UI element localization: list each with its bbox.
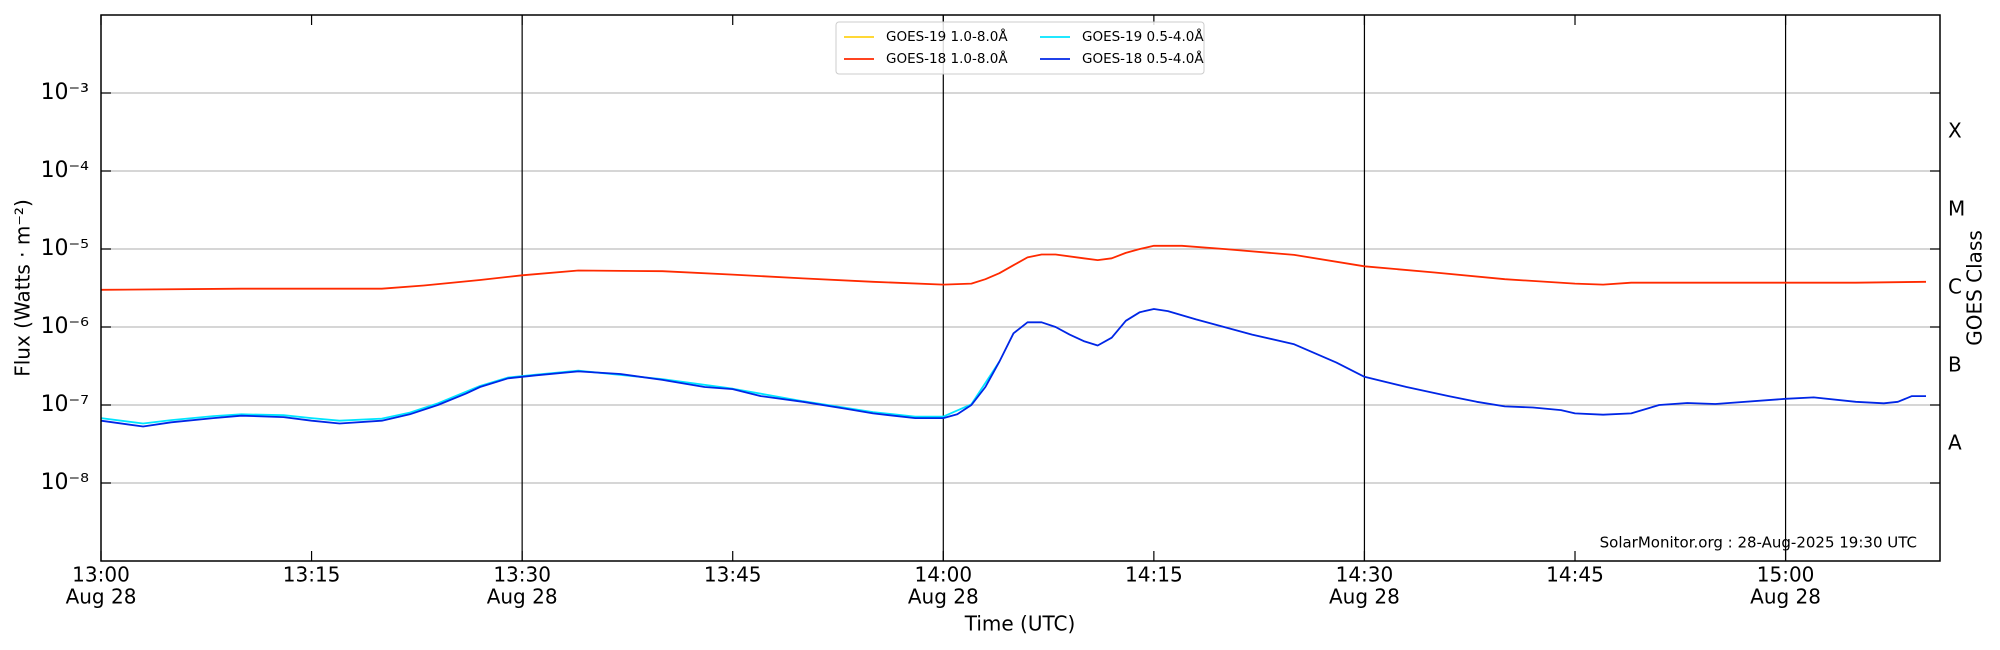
x-tick-sublabel: Aug 28 <box>1750 585 1821 609</box>
x-tick-label: 15:00 <box>1757 563 1815 587</box>
legend-box <box>835 21 1205 75</box>
class-label: B <box>1948 353 1962 377</box>
x-axis-label: Time (UTC) <box>964 612 1076 636</box>
x-tick-label: 13:00 <box>72 563 130 587</box>
y-axis-label: Flux (Watts · m⁻²) <box>11 199 35 377</box>
series-line <box>100 244 1927 291</box>
class-label: M <box>1948 197 1965 221</box>
plot-frame <box>100 14 1941 562</box>
series-line <box>100 361 1001 425</box>
y-tick-label: 10⁻³ <box>41 80 89 105</box>
y-tick-label: 10⁻⁷ <box>41 392 89 417</box>
x-tick-sublabel: Aug 28 <box>66 585 137 609</box>
x-tick-label: 14:45 <box>1546 563 1604 587</box>
y-tick-label: 10⁻⁴ <box>41 158 90 183</box>
x-tick-sublabel: Aug 28 <box>908 585 979 609</box>
y-tick-label: 10⁻⁸ <box>41 470 90 495</box>
x-tick-label: 14:00 <box>914 563 972 587</box>
x-tick-label: 13:45 <box>704 563 762 587</box>
legend: GOES-19 1.0-8.0Å GOES-18 1.0-8.0Å GOES-19 … <box>835 21 1205 75</box>
legend-label: GOES-18 1.0-8.0Å <box>886 50 1008 67</box>
x-tick-label: 14:30 <box>1336 563 1394 587</box>
class-label: X <box>1948 119 1962 143</box>
series-line <box>100 308 1926 428</box>
legend-label: GOES-19 0.5-4.0Å <box>1082 28 1204 45</box>
y-tick-label: 10⁻⁶ <box>41 314 90 339</box>
x-tick-sublabel: Aug 28 <box>1329 585 1400 609</box>
class-label: C <box>1948 275 1962 299</box>
x-tick-sublabel: Aug 28 <box>487 585 558 609</box>
legend-label: GOES-18 0.5-4.0Å <box>1082 50 1204 67</box>
y-tick-label: 10⁻⁵ <box>41 236 89 261</box>
x-tick-label: 13:15 <box>283 563 341 587</box>
watermark: SolarMonitor.org : 28-Aug-2025 19:30 UTC <box>1600 534 1917 552</box>
x-tick-label: 13:30 <box>493 563 551 587</box>
x-tick-label: 14:15 <box>1125 563 1183 587</box>
class-label: A <box>1948 431 1962 455</box>
legend-label: GOES-19 1.0-8.0Å <box>886 28 1008 45</box>
y2-axis-label: GOES Class <box>1963 230 1987 346</box>
